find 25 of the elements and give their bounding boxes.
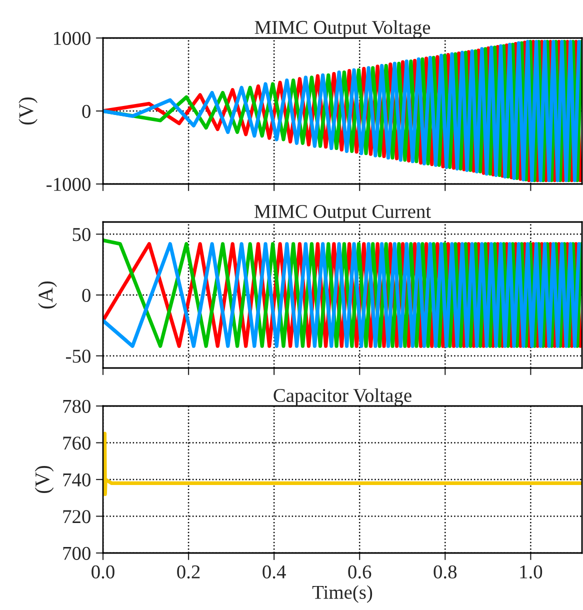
- x-tick-label: 0.8: [434, 565, 457, 579]
- x-tick-label: 0.0: [92, 565, 114, 579]
- y-tick-label: -1000: [46, 178, 90, 191]
- y-tick-label: 780: [63, 400, 90, 413]
- line-series: [103, 432, 582, 496]
- chart-title: MIMC Output Current: [254, 204, 431, 222]
- y-tick-label: 740: [63, 473, 90, 486]
- y-tick-label: -50: [66, 350, 90, 363]
- y-tick-label: 720: [63, 510, 90, 524]
- y-tick-label: 0: [82, 288, 90, 302]
- y-tick-label: 0: [82, 104, 90, 118]
- y-axis-title: (V): [18, 97, 38, 125]
- chart-title: MIMC Output Voltage: [254, 20, 430, 38]
- y-tick-label: 700: [63, 546, 90, 560]
- y-axis-title: (V): [34, 466, 54, 494]
- x-tick-label: 0.4: [262, 565, 286, 579]
- x-tick-label: 1.0: [520, 565, 542, 579]
- y-tick-label: 1000: [54, 32, 90, 45]
- y-axis-title: (A): [38, 281, 57, 309]
- x-axis-title: Time(s): [312, 585, 372, 603]
- y-tick-label: 760: [63, 436, 90, 450]
- chart-title: Capacitor Voltage: [274, 388, 412, 406]
- x-tick-label: 0.2: [177, 565, 200, 579]
- y-tick-label: 50: [72, 228, 90, 242]
- x-tick-label: 0.6: [348, 565, 372, 579]
